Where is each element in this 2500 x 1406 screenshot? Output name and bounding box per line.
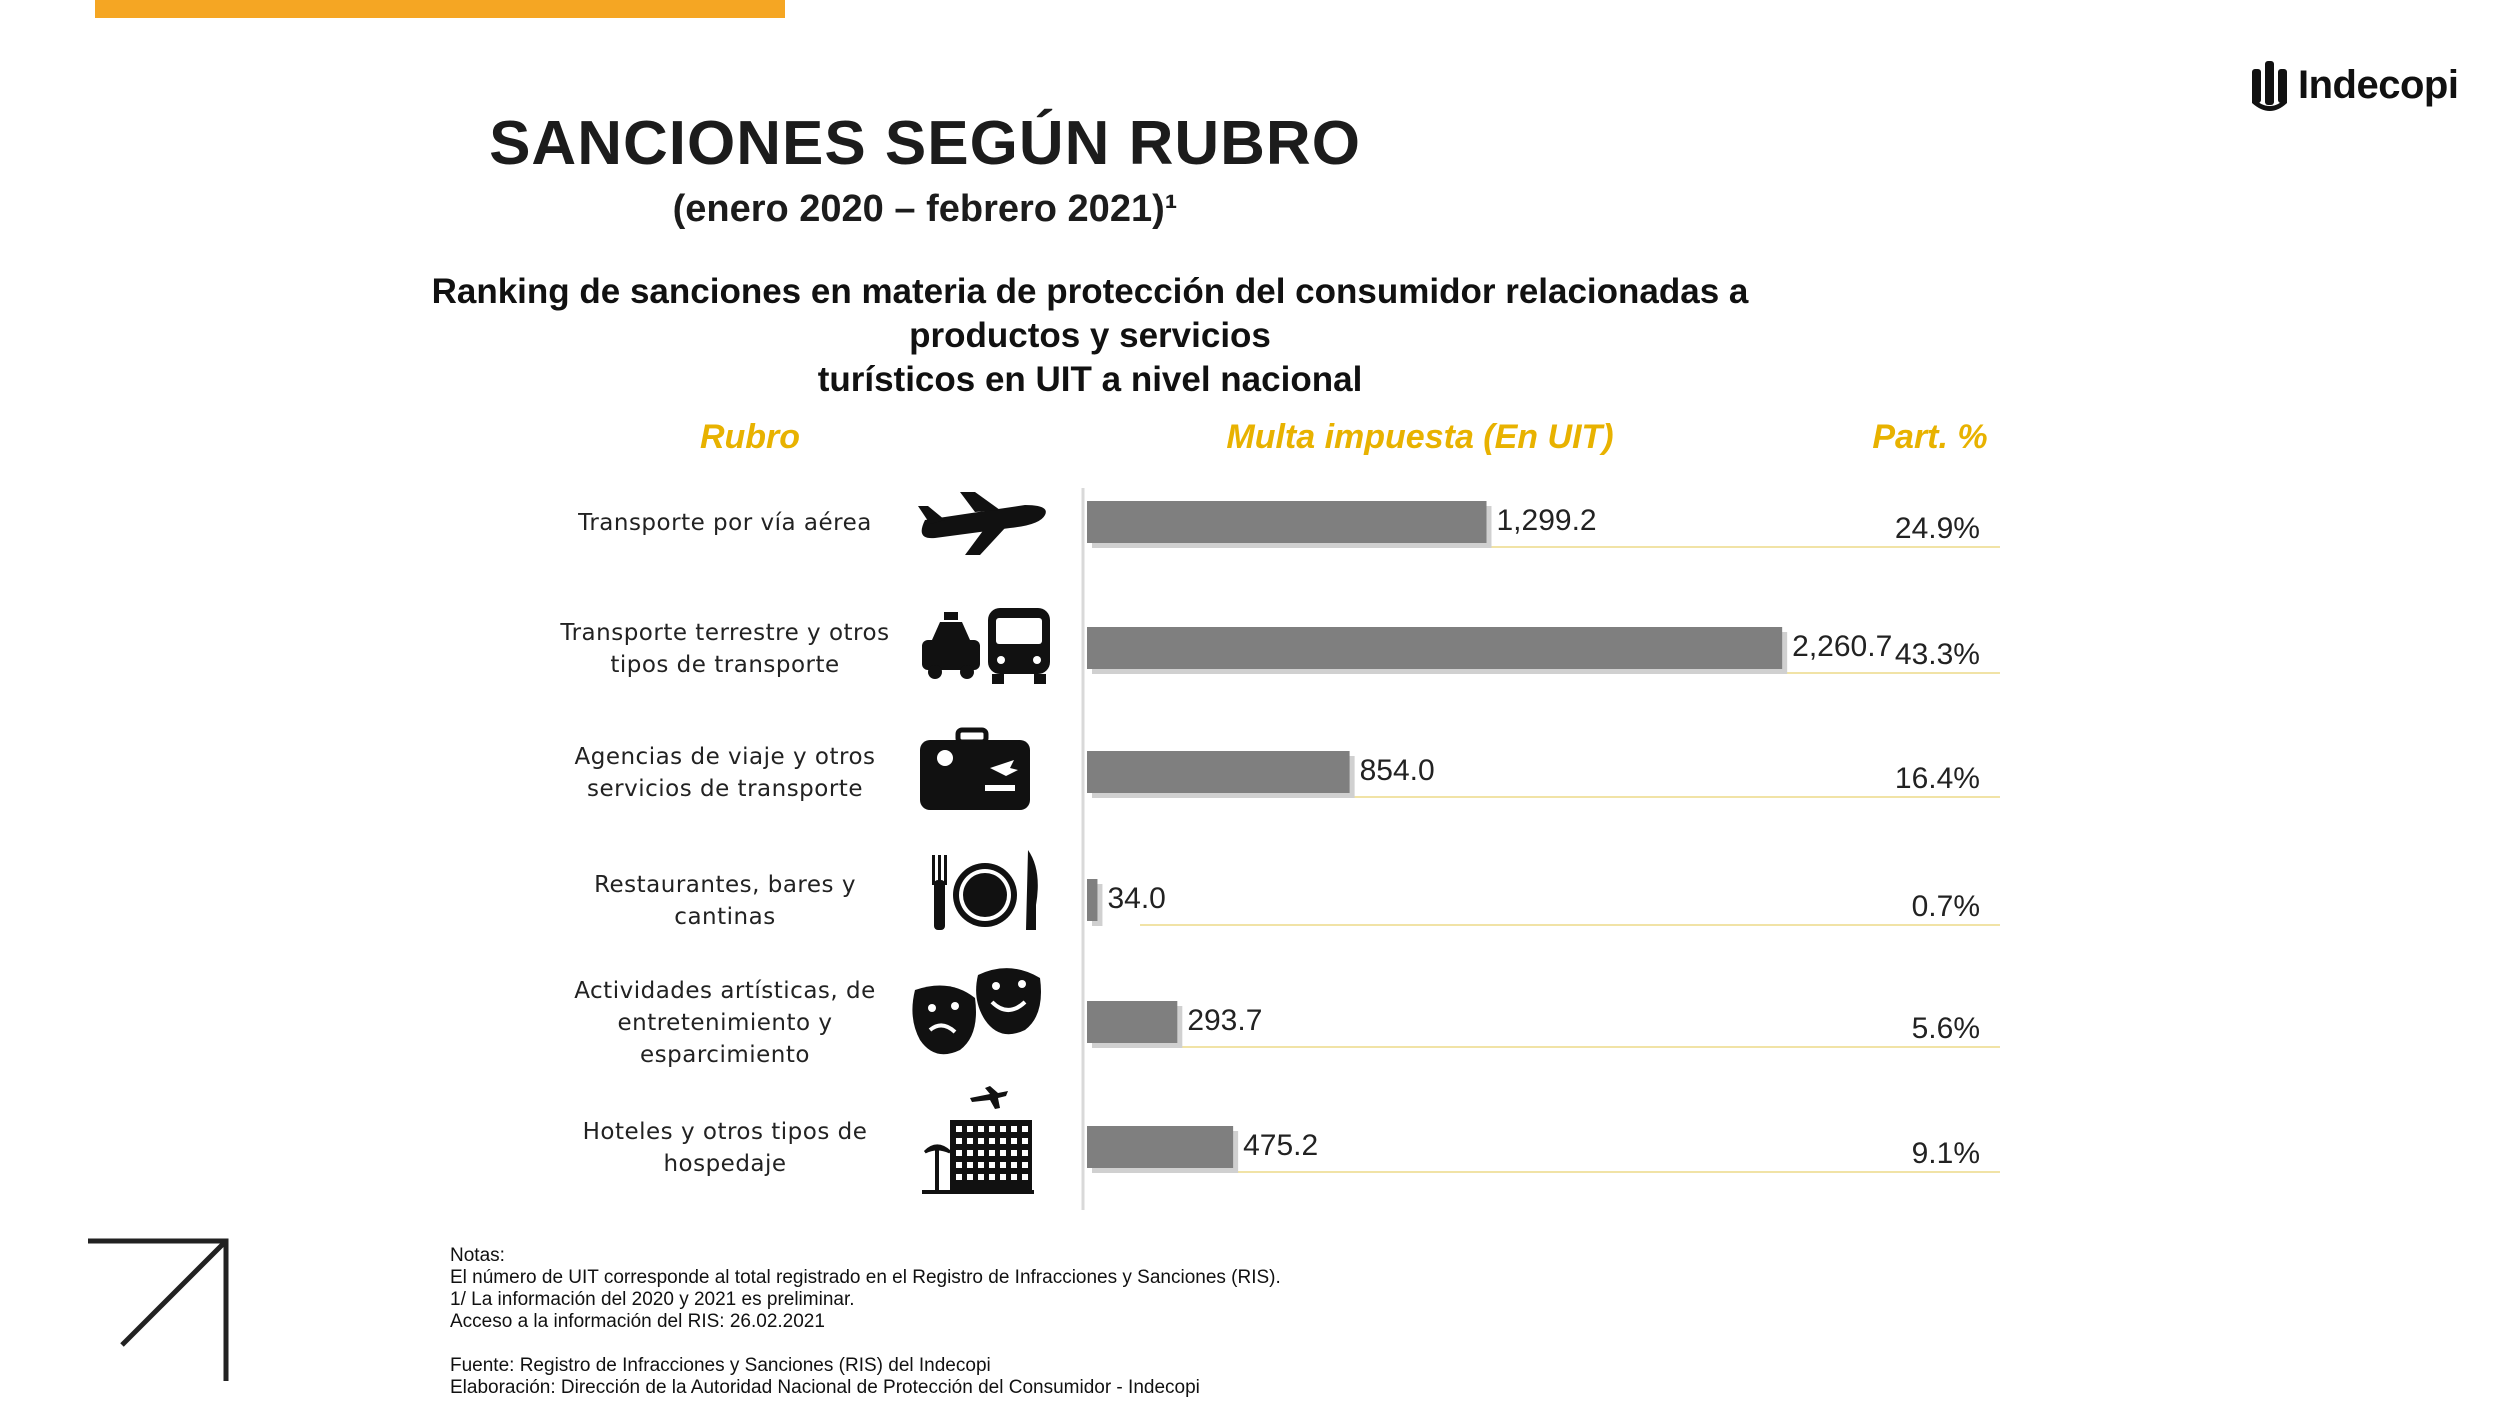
category-label: Transporte por vía aérea [577,510,872,536]
value-label: 2,260.7 [1792,630,1892,663]
category-label: esparcimiento [640,1042,810,1068]
taxi-bus-icon [922,608,1050,684]
bar [1087,501,1487,543]
value-label: 1,299.2 [1497,504,1597,537]
bar [1087,879,1097,921]
airplane-icon [918,492,1046,555]
category-label: Agencias de viaje y otros [574,744,875,770]
bar [1087,751,1350,793]
note-line: Acceso a la información del RIS: 26.02.2… [450,1311,1281,1333]
bar [1087,1126,1233,1168]
share-label: 0.7% [1912,890,1980,923]
note-line: Elaboración: Dirección de la Autoridad N… [450,1377,1281,1399]
bar [1087,1001,1177,1043]
value-label: 34.0 [1107,882,1165,915]
hotel-icon [922,1086,1034,1194]
bar [1087,627,1782,669]
note-line: 1/ La información del 2020 y 2021 es pre… [450,1289,1281,1311]
category-label: Actividades artísticas, de [574,978,876,1004]
value-label: 475.2 [1243,1129,1318,1162]
share-label: 16.4% [1895,762,1980,795]
value-label: 854.0 [1360,754,1435,787]
share-label: 5.6% [1912,1012,1980,1045]
share-label: 43.3% [1895,638,1980,671]
value-label: 293.7 [1187,1004,1262,1037]
category-label: hospedaje [663,1151,786,1177]
category-label: Restaurantes, bares y [594,872,856,898]
category-label: cantinas [674,904,775,930]
notes-block: Notas: El número de UIT corresponde al to… [450,1245,1281,1399]
category-label: tipos de transporte [610,652,839,678]
note-line: Fuente: Registro de Infracciones y Sanci… [450,1355,1281,1377]
category-label: Transporte terrestre y otros [559,620,889,646]
suitcase-icon [920,730,1030,810]
note-line: Notas: [450,1245,1281,1267]
share-label: 24.9% [1895,512,1980,545]
category-label: Hoteles y otros tipos de [583,1119,868,1145]
plate-cutlery-icon [932,850,1038,930]
category-label: servicios de transporte [587,776,863,802]
share-label: 9.1% [1912,1137,1980,1170]
note-line [450,1333,1281,1355]
corner-arrow-icon [80,1235,240,1385]
note-line: El número de UIT corresponde al total re… [450,1267,1281,1289]
category-label: entretenimiento y [617,1010,832,1036]
theater-masks-icon [912,968,1041,1054]
